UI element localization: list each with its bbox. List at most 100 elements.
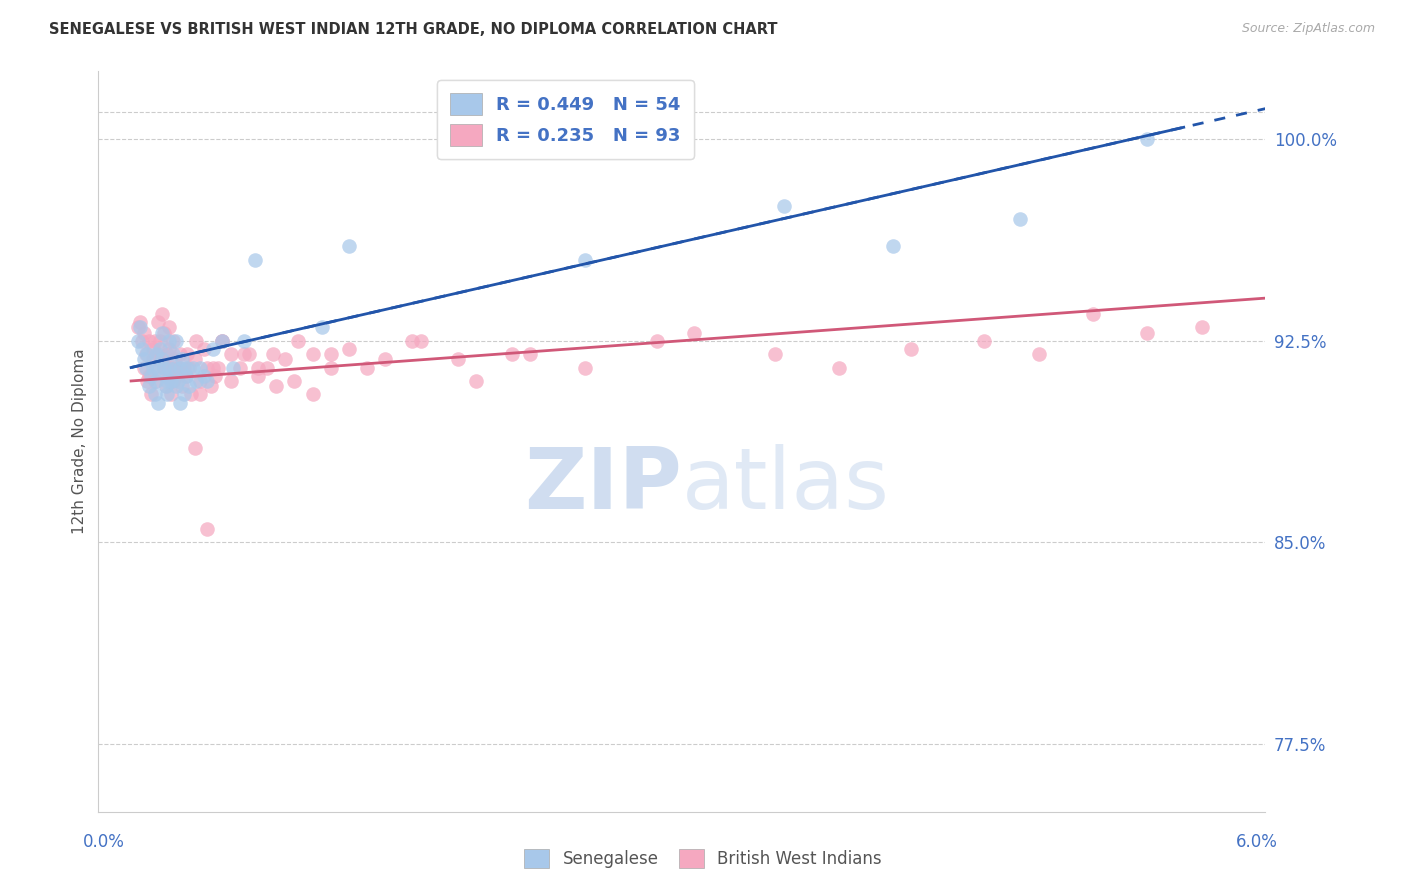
Point bbox=[337, 239, 360, 253]
Point bbox=[162, 334, 184, 348]
Point bbox=[170, 379, 193, 393]
Point bbox=[828, 360, 851, 375]
Point bbox=[148, 360, 170, 375]
Point bbox=[145, 347, 167, 361]
Point bbox=[186, 374, 208, 388]
Point bbox=[243, 252, 266, 267]
Point bbox=[132, 352, 155, 367]
Point bbox=[464, 374, 486, 388]
Point bbox=[139, 368, 162, 383]
Point bbox=[169, 360, 191, 375]
Point bbox=[219, 347, 242, 361]
Point bbox=[155, 379, 177, 393]
Point bbox=[1081, 307, 1104, 321]
Point bbox=[311, 320, 333, 334]
Point bbox=[574, 360, 596, 375]
Point bbox=[211, 334, 233, 348]
Point bbox=[1136, 131, 1159, 145]
Point bbox=[186, 334, 208, 348]
Point bbox=[157, 360, 180, 375]
Point bbox=[155, 379, 177, 393]
Point bbox=[156, 347, 179, 361]
Point bbox=[162, 374, 184, 388]
Point bbox=[882, 239, 904, 253]
Point bbox=[150, 352, 173, 367]
Point bbox=[211, 334, 233, 348]
Point bbox=[163, 360, 186, 375]
Point bbox=[973, 334, 995, 348]
Point bbox=[181, 360, 204, 375]
Point bbox=[401, 334, 423, 348]
Point bbox=[174, 368, 197, 383]
Point bbox=[149, 342, 172, 356]
Point bbox=[301, 387, 323, 401]
Point bbox=[132, 360, 155, 375]
Point bbox=[143, 387, 166, 401]
Point bbox=[222, 360, 245, 375]
Point bbox=[166, 379, 188, 393]
Point bbox=[1010, 212, 1032, 227]
Point bbox=[169, 347, 191, 361]
Point bbox=[193, 342, 215, 356]
Point bbox=[148, 347, 170, 361]
Point bbox=[519, 347, 541, 361]
Point bbox=[173, 360, 195, 375]
Point bbox=[647, 334, 669, 348]
Point bbox=[166, 368, 188, 383]
Point bbox=[319, 360, 342, 375]
Point bbox=[574, 252, 596, 267]
Point bbox=[179, 360, 201, 375]
Point bbox=[169, 395, 191, 409]
Point bbox=[142, 352, 165, 367]
Point bbox=[183, 352, 205, 367]
Point bbox=[156, 368, 179, 383]
Point bbox=[132, 326, 155, 340]
Point bbox=[143, 334, 166, 348]
Point bbox=[247, 360, 270, 375]
Point bbox=[156, 374, 179, 388]
Point bbox=[138, 368, 160, 383]
Text: Source: ZipAtlas.com: Source: ZipAtlas.com bbox=[1241, 22, 1375, 36]
Point bbox=[157, 342, 180, 356]
Point bbox=[232, 347, 254, 361]
Point bbox=[207, 360, 229, 375]
Point bbox=[176, 360, 198, 375]
Point bbox=[274, 352, 297, 367]
Point bbox=[193, 368, 215, 383]
Point bbox=[157, 320, 180, 334]
Point bbox=[501, 347, 523, 361]
Point bbox=[256, 360, 278, 375]
Point bbox=[160, 374, 183, 388]
Point bbox=[157, 334, 180, 348]
Point bbox=[166, 334, 188, 348]
Point bbox=[179, 379, 201, 393]
Point bbox=[1028, 347, 1050, 361]
Point bbox=[356, 360, 378, 375]
Legend: Senegalese, British West Indians: Senegalese, British West Indians bbox=[517, 843, 889, 875]
Point bbox=[337, 342, 360, 356]
Point bbox=[287, 334, 309, 348]
Point bbox=[167, 374, 190, 388]
Point bbox=[374, 352, 396, 367]
Point bbox=[135, 347, 157, 361]
Point bbox=[447, 352, 470, 367]
Point bbox=[247, 368, 270, 383]
Point bbox=[188, 374, 211, 388]
Point bbox=[682, 326, 704, 340]
Point bbox=[152, 326, 174, 340]
Point bbox=[150, 352, 173, 367]
Point bbox=[136, 374, 159, 388]
Point bbox=[176, 347, 198, 361]
Point bbox=[149, 334, 172, 348]
Point bbox=[160, 360, 183, 375]
Point bbox=[1191, 320, 1213, 334]
Point bbox=[129, 320, 152, 334]
Point bbox=[145, 374, 167, 388]
Point bbox=[319, 347, 342, 361]
Point bbox=[150, 326, 173, 340]
Point bbox=[180, 387, 202, 401]
Point bbox=[150, 307, 173, 321]
Point bbox=[195, 360, 218, 375]
Point bbox=[163, 352, 186, 367]
Point bbox=[138, 334, 160, 348]
